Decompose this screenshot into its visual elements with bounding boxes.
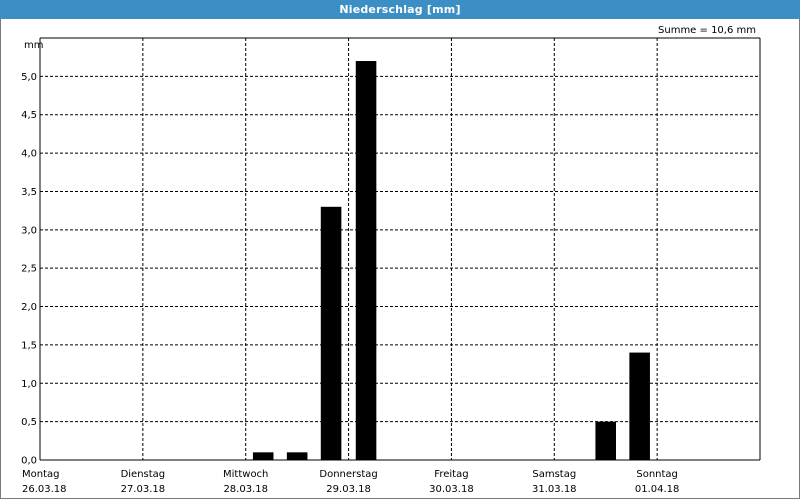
precipitation-bar (629, 352, 650, 460)
x-tick-date-label: 27.03.18 (121, 484, 166, 495)
precipitation-bar (595, 421, 616, 460)
x-tick-day-label: Sonntag (636, 469, 678, 480)
x-tick-day-label: Dienstag (121, 469, 166, 480)
x-tick-day-label: Samstag (532, 469, 576, 480)
x-tick-day-label: Montag (22, 469, 59, 480)
y-tick-label: 4,5 (21, 110, 37, 121)
x-tick-day-label: Donnerstag (319, 469, 377, 480)
precipitation-bar (320, 206, 342, 460)
precipitation-bar (286, 452, 308, 460)
x-tick-date-label: 30.03.18 (429, 484, 474, 495)
y-tick-label: 0,0 (21, 456, 37, 467)
x-tick-date-label: 01.04.18 (635, 484, 680, 495)
y-tick-label: 0,5 (21, 417, 37, 428)
y-tick-label: 5,0 (21, 72, 37, 83)
x-tick-date-label: 29.03.18 (326, 484, 371, 495)
y-tick-label: 1,0 (21, 379, 37, 390)
precipitation-bar (355, 61, 377, 460)
x-tick-date-label: 26.03.18 (22, 484, 67, 495)
chart-title: Niederschlag [mm] (0, 0, 800, 19)
y-tick-label: 2,5 (21, 264, 37, 275)
y-tick-label: 1,5 (21, 340, 37, 351)
y-tick-label: 3,0 (21, 225, 37, 236)
x-tick-day-label: Freitag (434, 469, 468, 480)
y-tick-label: 4,0 (21, 149, 37, 160)
x-tick-date-label: 28.03.18 (223, 484, 268, 495)
y-tick-label: 2,0 (21, 302, 37, 313)
y-axis-unit: mm (24, 40, 44, 51)
y-tick-label: 3,5 (21, 187, 37, 198)
x-tick-day-label: Mittwoch (223, 469, 268, 480)
precipitation-bar (252, 452, 274, 460)
x-tick-date-label: 31.03.18 (532, 484, 577, 495)
sum-label: Summe = 10,6 mm (658, 25, 756, 36)
